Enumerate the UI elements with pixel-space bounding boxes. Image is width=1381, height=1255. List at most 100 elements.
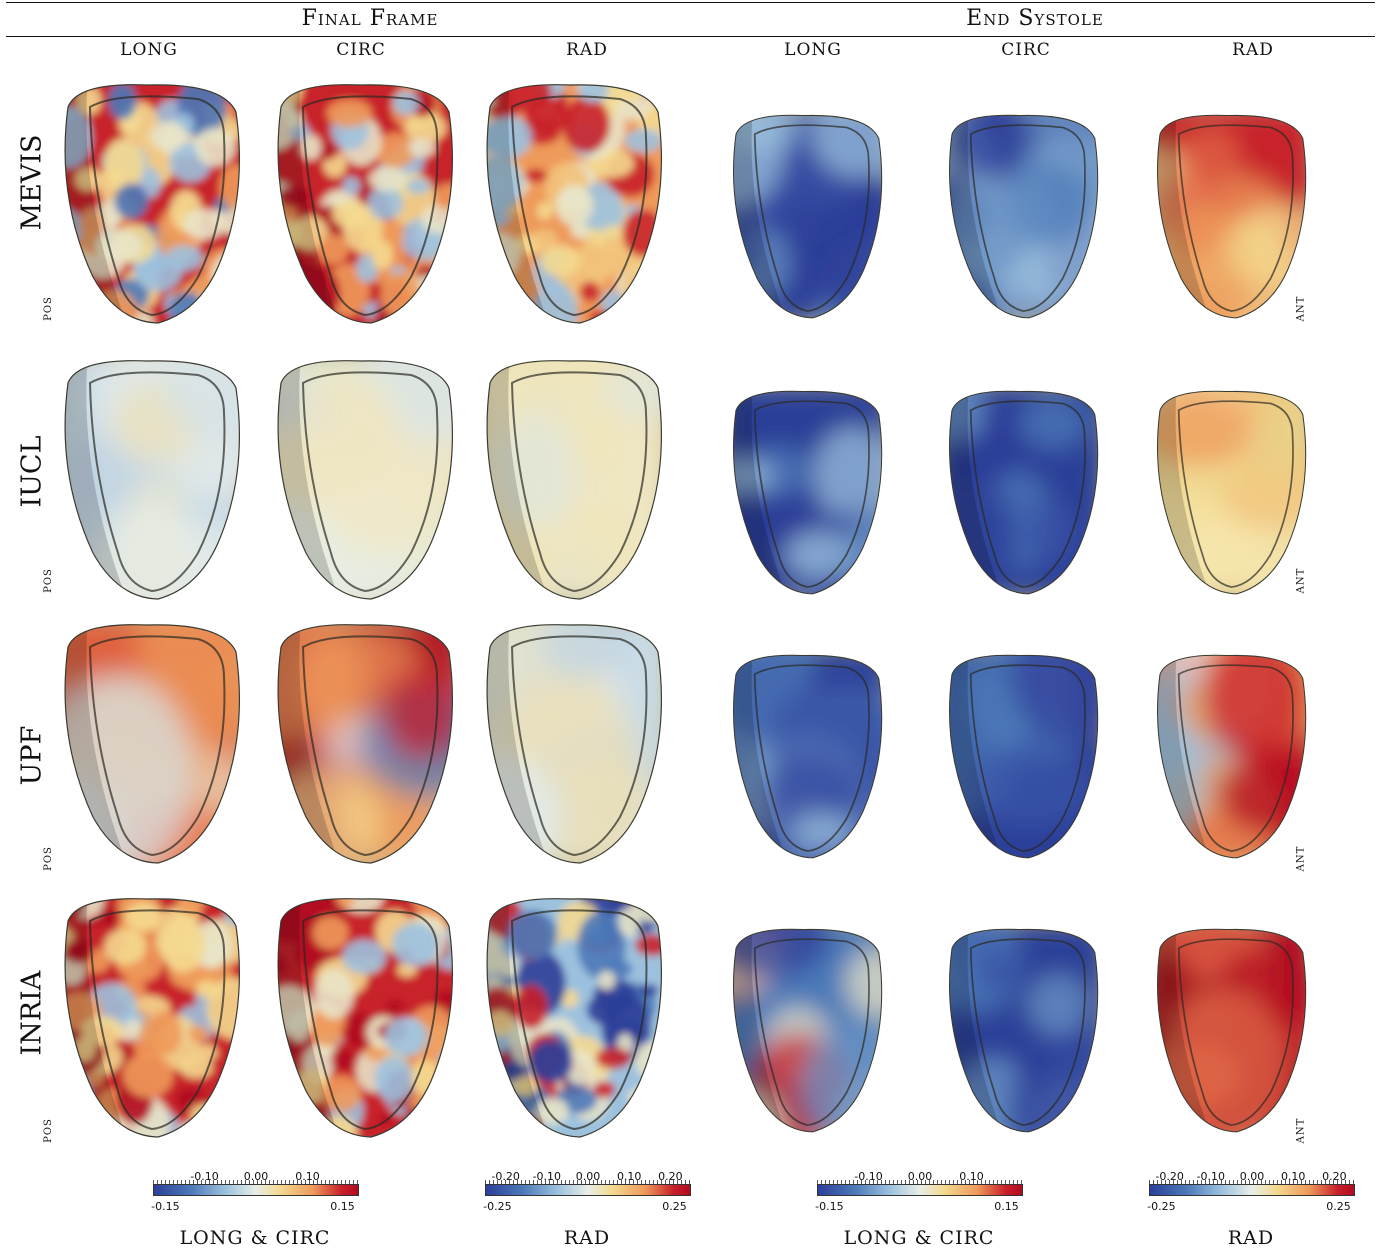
colorbar-range-label: -0.15 bbox=[815, 1200, 844, 1213]
heart-iucl-systole-long bbox=[719, 380, 889, 602]
colorbar-top-labels: -0.10 0.00 0.10 bbox=[153, 1170, 359, 1184]
heart-upf-systole-long bbox=[719, 644, 889, 866]
colorbar-bottom-labels: -0.25 0.25 bbox=[1147, 1200, 1355, 1214]
heart-inria-systole-long bbox=[719, 918, 889, 1140]
heart-surface bbox=[949, 654, 1099, 859]
colorbar-ticks bbox=[817, 1180, 1023, 1184]
epicardium-outline bbox=[733, 390, 883, 595]
heart-inria-final-long bbox=[48, 890, 248, 1142]
epicardium-outline bbox=[733, 654, 883, 859]
colorbar-rad-final: -0.20 -0.10 0.00 0.10 0.20 -0.25 0.25 bbox=[483, 1170, 691, 1226]
epicardium-outline bbox=[277, 898, 454, 1138]
endocardium-outline bbox=[1177, 400, 1294, 588]
row-label-iucl: IUCL bbox=[16, 435, 48, 508]
heart-surface bbox=[277, 84, 454, 324]
heart-upf-final-circ bbox=[261, 616, 461, 868]
colorbar-top-labels: -0.20 -0.10 0.00 0.10 0.20 bbox=[485, 1170, 691, 1184]
colorbar-tick-label: 0.10 bbox=[1280, 1170, 1306, 1183]
epicardium-outline bbox=[949, 390, 1099, 595]
heart-surface bbox=[949, 928, 1099, 1133]
colorbar-long-circ-final: -0.10 0.00 0.10 -0.15 0.15 bbox=[151, 1170, 359, 1226]
row-label-mevis: MEVIS bbox=[16, 134, 48, 231]
endocardium-outline bbox=[1177, 124, 1294, 312]
endocardium-outline bbox=[753, 664, 870, 852]
heart-surface bbox=[949, 114, 1099, 319]
colorbar-tick-label: 0.00 bbox=[575, 1170, 601, 1183]
endocardium-outline bbox=[301, 371, 439, 593]
heart-iucl-systole-rad bbox=[1143, 380, 1313, 602]
endocardium-outline bbox=[510, 95, 648, 317]
heart-surface bbox=[486, 360, 663, 600]
colorbar-range-label: 0.15 bbox=[330, 1200, 355, 1213]
epicardium-outline bbox=[277, 360, 454, 600]
colorbar-bottom-labels: -0.15 0.15 bbox=[815, 1200, 1023, 1214]
endocardium-outline bbox=[969, 664, 1086, 852]
heart-iucl-systole-circ bbox=[935, 380, 1105, 602]
heart-surface bbox=[949, 390, 1099, 595]
colorbar-caption-0: LONG & CIRC bbox=[179, 1227, 331, 1249]
colorbar-top-labels: -0.10 0.00 0.10 bbox=[817, 1170, 1023, 1184]
endocardium-outline bbox=[510, 371, 648, 593]
row-label-upf: UPF bbox=[16, 725, 48, 786]
colorbar-range-label: 0.25 bbox=[1326, 1200, 1351, 1213]
colorbar-gradient bbox=[153, 1184, 359, 1196]
col-head-circ-final: CIRC bbox=[336, 40, 386, 60]
epicardium-outline bbox=[949, 114, 1099, 319]
endocardium-outline bbox=[969, 400, 1086, 588]
heart-inria-final-rad bbox=[470, 890, 670, 1142]
colorbar-bottom-labels: -0.15 0.15 bbox=[151, 1200, 359, 1214]
colorbar-tick-label: 0.00 bbox=[1239, 1170, 1265, 1183]
endocardium-outline bbox=[753, 938, 870, 1126]
colorbar-rad-systole: -0.20 -0.10 0.00 0.10 0.20 -0.25 0.25 bbox=[1147, 1170, 1355, 1226]
endocardium-outline bbox=[753, 400, 870, 588]
heart-surface bbox=[733, 114, 883, 319]
heart-upf-final-rad bbox=[470, 616, 670, 868]
endocardium-outline bbox=[753, 124, 870, 312]
heart-surface bbox=[64, 624, 241, 864]
colorbar-ticks bbox=[153, 1180, 359, 1184]
colorbar-tick-label: 0.10 bbox=[616, 1170, 642, 1183]
heart-surface bbox=[64, 898, 241, 1138]
epicardium-outline bbox=[64, 360, 241, 600]
endocardium-outline bbox=[88, 909, 226, 1131]
colorbar-tick-label: 0.10 bbox=[959, 1170, 984, 1183]
endocardium-outline bbox=[510, 635, 648, 857]
epicardium-outline bbox=[1157, 654, 1307, 859]
heart-mevis-final-circ bbox=[261, 76, 461, 328]
epicardium-outline bbox=[277, 624, 454, 864]
colorbar-tick-label: -0.10 bbox=[532, 1170, 562, 1183]
row-label-inria: INRIA bbox=[16, 970, 48, 1056]
colorbar-top-labels: -0.20 -0.10 0.00 0.10 0.20 bbox=[1149, 1170, 1355, 1184]
heart-surface bbox=[486, 624, 663, 864]
endocardium-outline bbox=[510, 909, 648, 1131]
epicardium-outline bbox=[64, 624, 241, 864]
heart-mevis-systole-rad bbox=[1143, 104, 1313, 326]
epicardium-outline bbox=[949, 654, 1099, 859]
epicardium-outline bbox=[277, 84, 454, 324]
epicardium-outline bbox=[486, 898, 663, 1138]
heart-upf-systole-rad bbox=[1143, 644, 1313, 866]
epicardium-outline bbox=[1157, 114, 1307, 319]
endocardium-outline bbox=[969, 938, 1086, 1126]
endocardium-outline bbox=[301, 635, 439, 857]
endocardium-outline bbox=[1177, 664, 1294, 852]
colorbar-tick-label: -0.20 bbox=[1155, 1170, 1184, 1183]
heart-mevis-final-rad bbox=[470, 76, 670, 328]
colorbar-gradient bbox=[1149, 1184, 1355, 1196]
heart-surface bbox=[1157, 654, 1307, 859]
colorbar-bottom-labels: -0.25 0.25 bbox=[483, 1200, 691, 1214]
col-head-long-final: LONG bbox=[120, 40, 178, 60]
heart-mevis-systole-circ bbox=[935, 104, 1105, 326]
epicardium-outline bbox=[64, 898, 241, 1138]
heart-mevis-systole-long bbox=[719, 104, 889, 326]
epicardium-outline bbox=[486, 624, 663, 864]
endocardium-outline bbox=[1177, 938, 1294, 1126]
colorbar-tick-label: 0.00 bbox=[243, 1170, 269, 1183]
colorbar-range-label: -0.15 bbox=[151, 1200, 180, 1213]
heart-surface bbox=[277, 360, 454, 600]
epicardium-outline bbox=[486, 84, 663, 324]
heart-iucl-final-rad bbox=[470, 352, 670, 604]
heart-surface bbox=[486, 898, 663, 1138]
endocardium-outline bbox=[969, 124, 1086, 312]
colorbar-tick-label: -0.10 bbox=[854, 1170, 883, 1183]
